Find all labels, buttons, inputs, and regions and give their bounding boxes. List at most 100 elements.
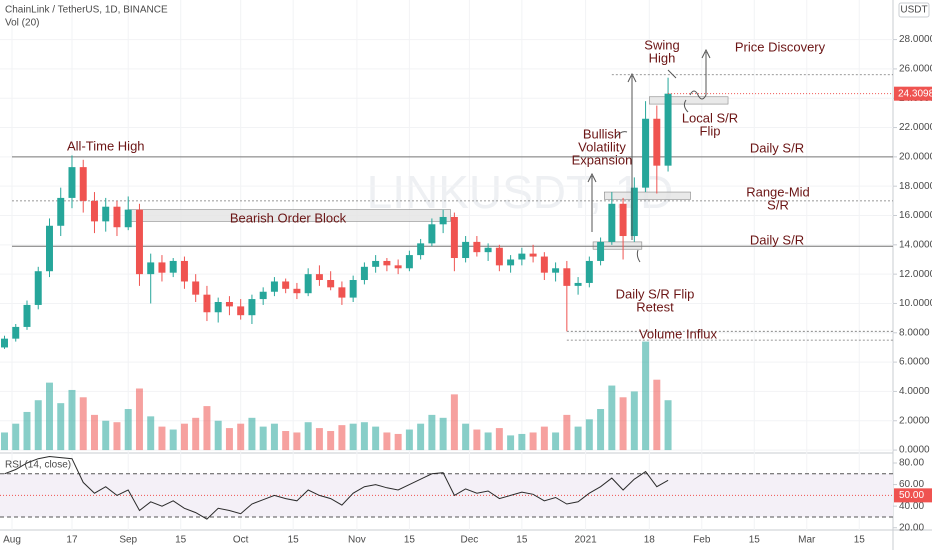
y-tick-label: 2.0000 <box>899 415 930 426</box>
volume-bar <box>473 429 481 451</box>
candle-body <box>585 260 593 283</box>
y-tick-label: 12.0000 <box>899 269 932 280</box>
volume-bar <box>57 403 65 451</box>
candle-body <box>102 206 110 222</box>
candle-body <box>12 326 20 339</box>
candle-body <box>563 268 571 286</box>
candle-body <box>473 241 481 253</box>
volume-bar <box>124 409 132 451</box>
x-tick-label: Nov <box>348 535 366 546</box>
candle-body <box>304 274 312 294</box>
candle-body <box>237 306 245 316</box>
volume-bar <box>383 432 391 451</box>
x-tick-label: Aug <box>3 535 21 546</box>
volume-bar <box>203 406 211 451</box>
volume-bar <box>439 417 447 451</box>
volume-bar <box>214 420 222 451</box>
candle-body <box>349 280 357 298</box>
volume-bar <box>237 423 245 451</box>
volume-bar <box>462 423 470 451</box>
y-tick-label: 20.0000 <box>899 152 932 163</box>
volume-bar <box>90 414 98 451</box>
volume-bar <box>327 431 335 451</box>
volume-bar <box>45 382 53 451</box>
annotation: All-Time High <box>67 138 145 153</box>
x-tick-label: 15 <box>288 535 300 546</box>
volume-bar <box>102 420 110 451</box>
volume-bar <box>642 341 650 451</box>
candle-body <box>225 302 233 307</box>
annotation: Volume Influx <box>639 326 718 341</box>
candle-body <box>124 209 132 228</box>
candle-body <box>113 206 121 228</box>
volume-bar <box>180 423 188 451</box>
candle-body <box>619 203 627 237</box>
candle-body <box>34 271 42 305</box>
currency-box[interactable] <box>898 2 930 18</box>
candle-body <box>428 224 436 244</box>
annotation: S/R <box>767 197 789 212</box>
volume-bar <box>12 423 20 451</box>
candle-body <box>540 256 548 273</box>
rsi-tick-label: 40.00 <box>899 501 924 512</box>
candle-body <box>608 203 616 242</box>
y-tick-label: 22.0000 <box>899 122 932 133</box>
volume-bar <box>552 432 560 451</box>
volume-bar <box>372 426 380 451</box>
annotation: Range-Mid <box>746 184 810 199</box>
volume-bar <box>540 426 548 451</box>
annotation: Volatility <box>578 139 626 154</box>
currency[interactable]: USDT <box>900 5 927 16</box>
candle-body <box>653 118 661 166</box>
candle-body <box>417 243 425 256</box>
candle-body <box>495 247 503 266</box>
candle-body <box>529 253 537 257</box>
candle-body <box>282 281 290 289</box>
volume-bar <box>394 433 402 451</box>
volume-bar <box>225 428 233 451</box>
x-tick-label: Dec <box>460 535 478 546</box>
last-price-label: 24.3098 <box>898 88 932 99</box>
candle-body <box>1 338 8 348</box>
volume-bar <box>653 379 661 451</box>
y-tick-label: 14.0000 <box>899 239 932 250</box>
x-tick-label: Feb <box>693 535 711 546</box>
candle-body <box>597 241 605 261</box>
candle-body <box>248 299 256 316</box>
rsi-tick-label: 20.00 <box>899 522 924 533</box>
rsi-title: RSI (14, close) <box>5 460 71 471</box>
volume-bar <box>484 432 492 451</box>
y-tick-label: 8.0000 <box>899 327 930 338</box>
candle-body <box>158 262 166 273</box>
plot <box>0 0 893 530</box>
candle-body <box>192 281 200 295</box>
candle-body <box>169 260 177 273</box>
x-tick-label: Oct <box>233 535 249 546</box>
candle-body <box>360 266 368 281</box>
volume-bar <box>630 391 638 451</box>
arrow <box>627 72 637 240</box>
y-tick-label: 10.0000 <box>899 298 932 309</box>
candle-body <box>79 167 87 201</box>
volume-bar <box>574 426 582 451</box>
volume-bar <box>664 400 672 451</box>
candle-body <box>405 255 413 269</box>
volume-bar <box>135 388 143 451</box>
annotation: Expansion <box>572 152 633 167</box>
arrow <box>636 249 641 263</box>
annotation: Bearish Order Block <box>230 210 347 225</box>
candle-body <box>259 291 267 300</box>
x-tick-label: Sep <box>119 535 137 546</box>
y-tick-label: 4.0000 <box>899 386 930 397</box>
volume-bar <box>428 414 436 451</box>
volume-label: Vol (20) <box>5 18 39 29</box>
x-tick-label: 15 <box>854 535 866 546</box>
y-tick-label: 16.0000 <box>899 210 932 221</box>
y-tick-label: 0.0000 <box>899 445 930 456</box>
annotation: Price Discovery <box>735 39 826 54</box>
zone <box>592 241 643 250</box>
volume-bar <box>34 400 42 451</box>
candle-body <box>450 216 458 259</box>
candle-body <box>293 288 301 294</box>
annotation: High <box>649 50 676 65</box>
